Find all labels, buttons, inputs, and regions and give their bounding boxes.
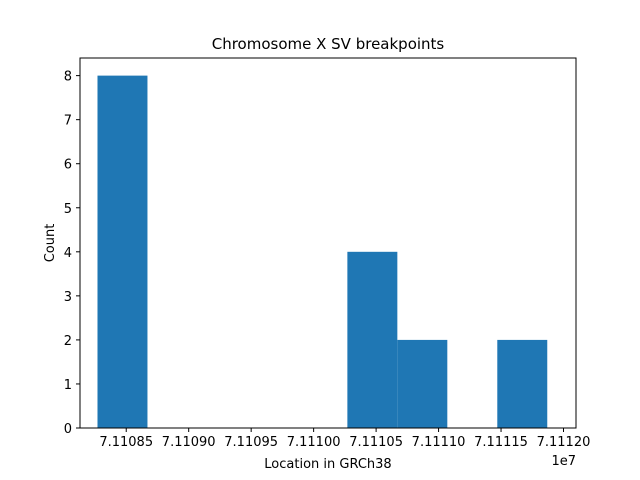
y-tick-label: 7	[64, 114, 72, 129]
y-tick-label: 0	[64, 422, 72, 437]
x-tick-label: 7.11100	[287, 435, 341, 450]
bars-group	[97, 75, 548, 429]
y-tick-label: 2	[64, 334, 72, 349]
histogram-bar-8	[497, 339, 548, 428]
chart-title: Chromosome X SV breakpoints	[212, 35, 445, 53]
histogram-bar-5	[347, 251, 398, 428]
x-tick-label: 7.11095	[224, 435, 278, 450]
y-axis-label: Count	[43, 224, 58, 263]
y-tick-label: 1	[64, 378, 72, 393]
x-axis-ticks: 7.11085 7.11090 7.11095 7.11100 7.11105 7.111…	[99, 428, 590, 450]
y-tick-label: 4	[64, 246, 72, 261]
y-tick-label: 5	[64, 202, 72, 217]
histogram-bar-6	[397, 339, 448, 428]
x-tick-label: 7.11115	[474, 435, 528, 450]
x-offset-text: 1e7	[551, 454, 576, 469]
x-tick-label: 7.11110	[412, 435, 466, 450]
x-tick-label: 7.11090	[162, 435, 216, 450]
y-tick-label: 6	[64, 158, 72, 173]
plot-frame	[79, 57, 577, 429]
x-axis-label: Location in GRCh38	[264, 457, 391, 472]
histogram-bar-0	[97, 75, 148, 429]
y-tick-label: 8	[64, 70, 72, 85]
x-tick-label: 7.11085	[99, 435, 153, 450]
x-tick-label: 7.11120	[537, 435, 591, 450]
y-tick-label: 3	[64, 290, 72, 305]
y-axis-ticks: 0 1 2 3 4 5 6 7 8	[64, 70, 80, 437]
x-tick-label: 7.11105	[349, 435, 403, 450]
